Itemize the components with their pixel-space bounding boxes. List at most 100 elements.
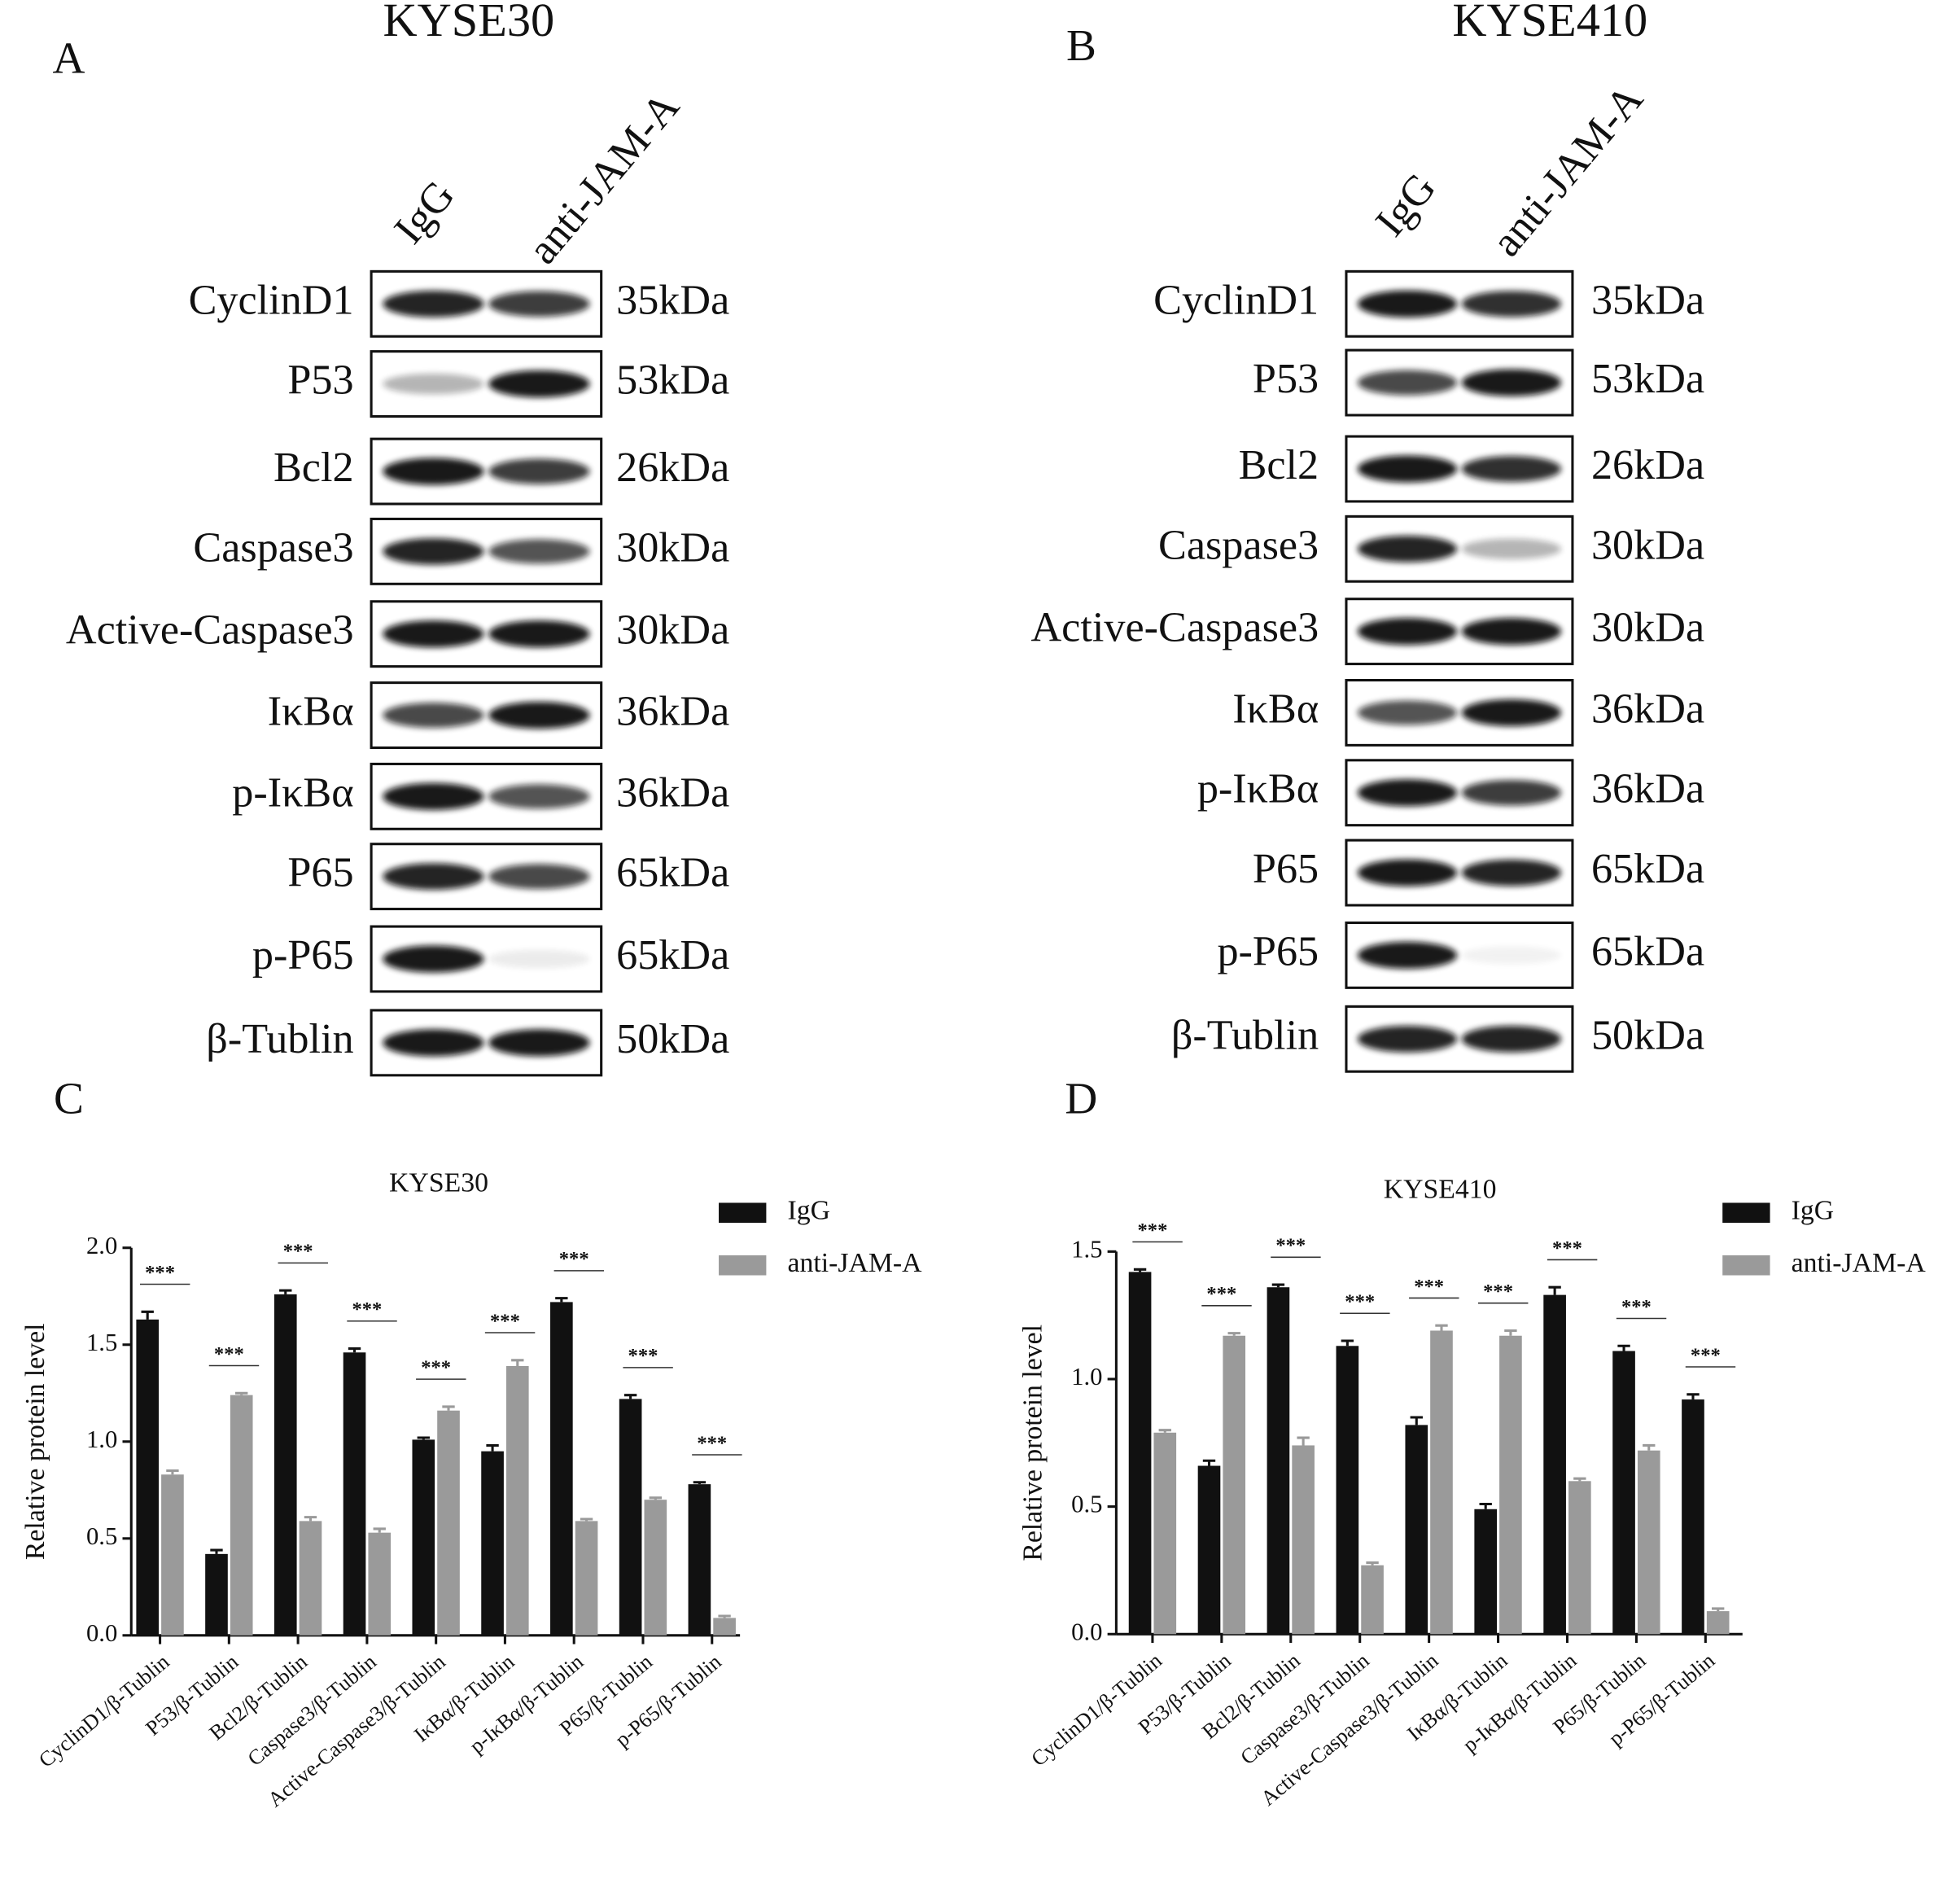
bar bbox=[161, 1474, 184, 1636]
significance-label: *** bbox=[283, 1241, 313, 1263]
protein-label: β-Tublin bbox=[1171, 1011, 1319, 1058]
error-bar bbox=[511, 1359, 524, 1366]
y-tick-label: 0.0 bbox=[86, 1619, 117, 1647]
panel-letter: A bbox=[53, 33, 85, 83]
error-bar bbox=[417, 1436, 430, 1440]
bar bbox=[550, 1302, 573, 1636]
significance-label: *** bbox=[1621, 1296, 1652, 1318]
protein-label: Caspase3 bbox=[1158, 521, 1319, 568]
x-tick-label: CyclinD1/β-Tublin bbox=[1026, 1649, 1166, 1771]
error-bar bbox=[1435, 1324, 1448, 1331]
y-tick-label: 1.0 bbox=[1071, 1363, 1102, 1390]
bar bbox=[644, 1500, 667, 1636]
size-label: 36kDa bbox=[616, 688, 729, 735]
blot-band bbox=[383, 620, 484, 648]
bar bbox=[1223, 1335, 1246, 1635]
error-bar bbox=[1227, 1332, 1240, 1336]
size-label: 36kDa bbox=[1591, 685, 1704, 732]
size-label: 36kDa bbox=[616, 769, 729, 816]
error-bar bbox=[1341, 1339, 1354, 1347]
significance-label: *** bbox=[1275, 1235, 1306, 1257]
error-bar bbox=[279, 1289, 292, 1294]
bar bbox=[1336, 1346, 1359, 1635]
legend-swatch bbox=[1722, 1255, 1770, 1276]
significance-label: *** bbox=[490, 1310, 520, 1332]
blot-band bbox=[383, 703, 484, 728]
size-label: 35kDa bbox=[616, 276, 729, 323]
blot-band bbox=[1357, 618, 1458, 646]
error-bar bbox=[718, 1614, 731, 1618]
protein-label: p-IκBα bbox=[1197, 765, 1319, 812]
size-label: 65kDa bbox=[616, 931, 729, 979]
bar bbox=[688, 1484, 711, 1636]
blot-band bbox=[1461, 369, 1562, 396]
bar bbox=[412, 1439, 435, 1636]
error-bar bbox=[1712, 1607, 1725, 1612]
y-tick-label: 1.5 bbox=[1071, 1235, 1102, 1263]
error-bar bbox=[235, 1391, 248, 1395]
y-axis-label: Relative protein level bbox=[20, 1323, 50, 1560]
blot-band bbox=[488, 864, 590, 889]
significance-label: *** bbox=[1483, 1281, 1513, 1303]
size-label: 53kDa bbox=[616, 357, 729, 404]
blot-band bbox=[488, 291, 590, 317]
protein-label: Active-Caspase3 bbox=[66, 607, 354, 654]
error-bar bbox=[693, 1481, 707, 1485]
error-bar bbox=[486, 1444, 499, 1452]
bar bbox=[1568, 1481, 1591, 1635]
bar bbox=[619, 1399, 642, 1636]
error-bar bbox=[1548, 1285, 1561, 1295]
bar bbox=[575, 1521, 598, 1636]
blot-band bbox=[383, 291, 484, 317]
size-label: 30kDa bbox=[1591, 521, 1704, 568]
size-label: 35kDa bbox=[1591, 276, 1704, 323]
bar bbox=[1682, 1399, 1704, 1635]
error-bar bbox=[1271, 1283, 1285, 1288]
bar bbox=[1292, 1445, 1315, 1635]
bar bbox=[1637, 1450, 1660, 1635]
blot-band bbox=[1461, 538, 1562, 559]
blot-band bbox=[1357, 290, 1458, 317]
legend-label: anti-JAM-A bbox=[1792, 1248, 1927, 1278]
bar bbox=[136, 1319, 160, 1636]
significance-label: *** bbox=[1138, 1220, 1168, 1241]
error-bar bbox=[1643, 1443, 1656, 1451]
lane-label: anti-JAM-A bbox=[518, 83, 689, 273]
size-label: 50kDa bbox=[616, 1015, 729, 1062]
size-label: 65kDa bbox=[1591, 845, 1704, 892]
legend-swatch bbox=[1722, 1202, 1770, 1224]
significance-label: *** bbox=[421, 1357, 451, 1379]
error-bar bbox=[442, 1405, 455, 1411]
error-bar bbox=[373, 1527, 386, 1533]
bar bbox=[1706, 1611, 1730, 1635]
blot-band bbox=[488, 620, 590, 648]
blot-band bbox=[1461, 780, 1562, 806]
error-bar bbox=[348, 1347, 361, 1353]
error-bar bbox=[580, 1517, 593, 1522]
blot-band bbox=[1461, 859, 1562, 887]
error-bar bbox=[304, 1516, 317, 1522]
error-bar bbox=[1158, 1429, 1171, 1433]
y-tick-label: 2.0 bbox=[86, 1232, 117, 1259]
bar bbox=[205, 1553, 228, 1636]
protein-label: Bcl2 bbox=[1239, 441, 1319, 488]
size-label: 65kDa bbox=[616, 849, 729, 896]
blot-title: KYSE410 bbox=[1452, 0, 1647, 46]
error-bar bbox=[1687, 1393, 1700, 1400]
significance-label: *** bbox=[214, 1343, 244, 1365]
bar bbox=[299, 1521, 322, 1636]
blot-band bbox=[1461, 946, 1562, 965]
bar bbox=[1267, 1287, 1290, 1635]
bar bbox=[273, 1294, 297, 1636]
panel-letter: B bbox=[1066, 20, 1096, 70]
protein-label: IκBα bbox=[268, 688, 354, 735]
blot-band bbox=[1461, 291, 1562, 317]
blot-band bbox=[488, 458, 590, 484]
error-bar bbox=[1573, 1477, 1586, 1482]
blot-band bbox=[1461, 698, 1562, 727]
legend-swatch bbox=[719, 1202, 767, 1224]
size-label: 26kDa bbox=[616, 444, 729, 491]
bar bbox=[1361, 1565, 1384, 1635]
y-tick-label: 0.0 bbox=[1071, 1618, 1102, 1645]
